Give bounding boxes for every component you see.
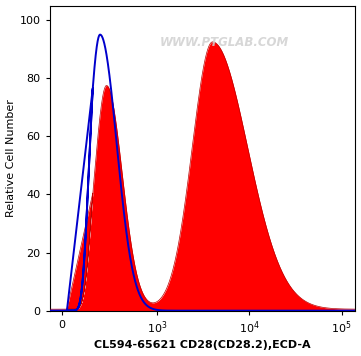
X-axis label: CL594-65621 CD28(CD28.2),ECD-A: CL594-65621 CD28(CD28.2),ECD-A [94, 340, 311, 350]
Text: WWW.PTGLAB.COM: WWW.PTGLAB.COM [159, 36, 289, 49]
Y-axis label: Relative Cell Number: Relative Cell Number [5, 99, 16, 217]
